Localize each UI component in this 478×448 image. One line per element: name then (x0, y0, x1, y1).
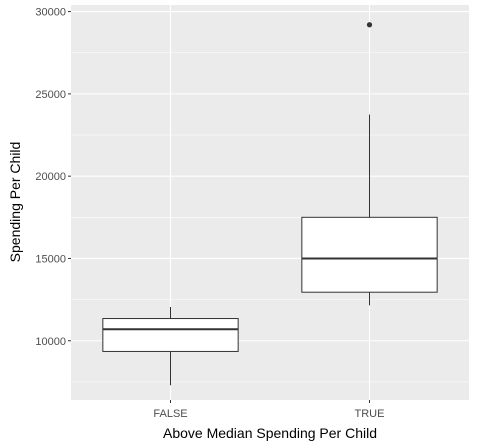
iqr-box (301, 216, 438, 293)
y-axis-title: Spending Per Child (7, 142, 23, 263)
iqr-box (102, 318, 239, 352)
x-tick-label: FALSE (153, 408, 187, 420)
outlier-point (366, 22, 373, 28)
y-tick-label: 20000 (35, 171, 66, 183)
box-false (102, 307, 239, 386)
x-axis-title: Above Median Spending Per Child (163, 425, 377, 441)
y-axis: 10000 15000 20000 25000 30000 (35, 7, 71, 348)
y-tick-label: 10000 (35, 336, 66, 348)
boxes-layer (102, 22, 438, 386)
x-axis: FALSE TRUE (153, 400, 384, 420)
y-tick-label: 30000 (35, 7, 66, 19)
box-true (301, 22, 438, 306)
minor-gridlines (71, 52, 469, 383)
x-tick-label: TRUE (355, 408, 385, 420)
y-tick-label: 25000 (35, 89, 66, 101)
y-tick-label: 15000 (35, 253, 66, 265)
